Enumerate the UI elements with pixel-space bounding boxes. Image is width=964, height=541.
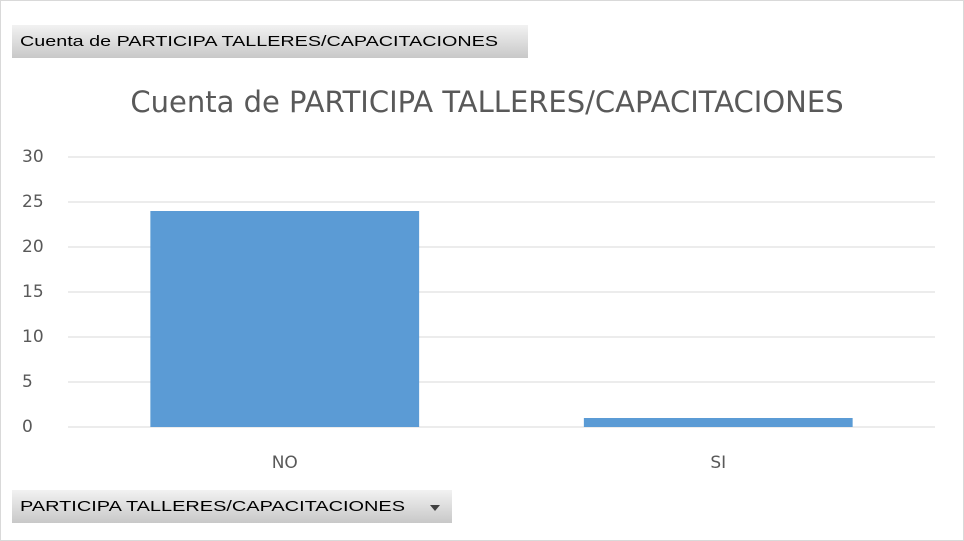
value-field-label: Cuenta de PARTICIPA TALLERES/CAPACITACIO… [20,33,498,50]
axis-field-button[interactable] [12,490,452,523]
y-tick-label: 5 [22,372,33,392]
y-tick-label: 25 [22,192,44,212]
value-field-button[interactable] [12,25,528,58]
axis-field-label: PARTICIPA TALLERES/CAPACITACIONES [20,498,405,515]
chart-title: Cuenta de PARTICIPA TALLERES/CAPACITACIO… [130,85,843,119]
x-tick-label: NO [272,453,298,473]
y-tick-label: 15 [22,282,44,302]
x-tick-label: SI [710,453,726,473]
dropdown-arrow[interactable] [430,505,440,511]
y-tick-label: 10 [22,327,44,347]
y-tick-label: 30 [22,147,44,167]
bar [583,418,853,427]
y-tick-label: 0 [22,417,33,437]
y-tick-label: 20 [22,237,44,257]
bar [150,211,420,427]
